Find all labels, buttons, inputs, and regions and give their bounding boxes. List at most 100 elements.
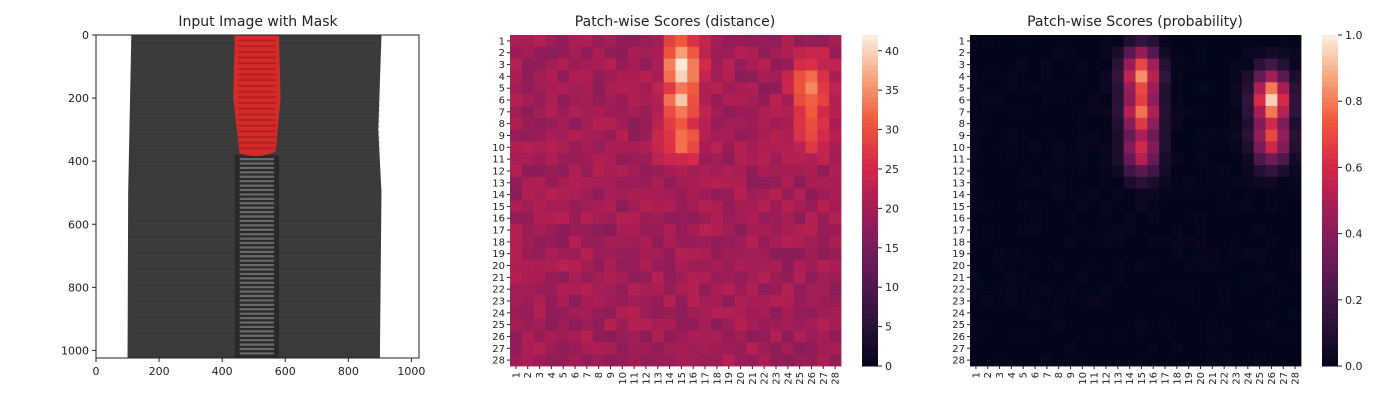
- heatmap-cell: [510, 46, 523, 60]
- x-tick-label: 17: [701, 372, 712, 385]
- heatmap-cell: [1170, 271, 1184, 284]
- y-tick-label: 4: [959, 72, 965, 83]
- heatmap-cell: [1253, 295, 1266, 308]
- heatmap-cell: [981, 176, 995, 190]
- heatmap-cell: [781, 58, 795, 71]
- colorbar-segment: [1322, 143, 1338, 150]
- heatmap-cell: [687, 330, 700, 343]
- heatmap-cell: [1194, 235, 1207, 249]
- heatmap-cell: [675, 141, 688, 154]
- heatmap-cell: [770, 235, 783, 249]
- heatmap-cell: [758, 295, 771, 308]
- heatmap-cell: [829, 271, 842, 284]
- heatmap-cell: [1277, 200, 1290, 213]
- heatmap-cell: [521, 105, 535, 119]
- heatmap-cell: [1194, 318, 1207, 331]
- heatmap-cell: [805, 283, 818, 296]
- heatmap-cell: [1052, 35, 1065, 48]
- heatmap-cell: [1218, 70, 1231, 83]
- heatmap-cell: [651, 306, 665, 320]
- heatmap-cell: [616, 271, 629, 284]
- colorbar-segment: [862, 112, 878, 119]
- y-tick-label: 13: [492, 178, 505, 189]
- heatmap-cell: [521, 46, 535, 60]
- heatmap-cell: [734, 35, 747, 48]
- heatmap-cell: [1159, 129, 1172, 142]
- anomaly-mask-overlay: [233, 35, 281, 157]
- heatmap-cell: [1230, 129, 1243, 142]
- colorbar-segment: [862, 169, 878, 176]
- heatmap-cell: [793, 342, 806, 355]
- colorbar-segment: [1322, 148, 1338, 155]
- heatmap-cell: [675, 35, 688, 48]
- heatmap-cell: [1005, 259, 1018, 272]
- heatmap-cell: [1230, 70, 1243, 83]
- heatmap-cell: [533, 117, 546, 130]
- x-tick-label: 21: [748, 372, 759, 385]
- heatmap-cell: [981, 354, 995, 367]
- heatmap-cell: [1088, 247, 1101, 261]
- zipper-tooth: [239, 330, 275, 333]
- x-tick-label: 600: [275, 365, 296, 378]
- heatmap-cell: [510, 224, 523, 237]
- heatmap-cell: [663, 224, 676, 237]
- heatmap-cell: [510, 176, 523, 190]
- heatmap-cell: [1088, 165, 1101, 178]
- heatmap-cell: [805, 188, 818, 201]
- heatmap-cell: [1076, 212, 1089, 225]
- colorbar-segment: [1322, 153, 1338, 160]
- heatmap-cell: [829, 342, 842, 355]
- heatmap-cell: [580, 94, 594, 107]
- colorbar-segment: [862, 159, 878, 165]
- colorbar-segment: [1322, 200, 1338, 207]
- heatmap-cell: [1265, 295, 1278, 308]
- heatmap-cell: [1206, 94, 1219, 107]
- heatmap-cell: [1289, 200, 1302, 213]
- heatmap-cell: [1218, 224, 1231, 237]
- heatmap-cell: [1159, 283, 1172, 296]
- y-tick-label: 8: [499, 119, 505, 130]
- heatmap-cell: [1088, 235, 1101, 249]
- heatmap-cell: [993, 306, 1006, 320]
- heatmap-cell: [640, 188, 653, 201]
- heatmap-cell: [1040, 129, 1054, 142]
- heatmap-cell: [1005, 58, 1018, 71]
- heatmap-cell: [1182, 70, 1196, 83]
- heatmap-cell: [510, 342, 523, 355]
- heatmap-cell: [1017, 212, 1030, 225]
- colorbar-segment: [862, 236, 878, 243]
- y-tick-label: 21: [952, 273, 965, 284]
- heatmap-cell: [557, 224, 570, 237]
- mask-texture-line: [237, 90, 276, 93]
- heatmap-cell: [651, 295, 665, 308]
- heatmap-cell: [1265, 354, 1278, 367]
- heatmap-cell: [1017, 188, 1030, 201]
- heatmap-cell: [675, 224, 688, 237]
- heatmap-cell: [557, 105, 570, 119]
- heatmap-cell: [1218, 318, 1231, 331]
- heatmap-cell: [710, 82, 724, 95]
- heatmap-cell: [734, 82, 747, 95]
- heatmap-cell: [1147, 318, 1160, 331]
- heatmap-cell: [580, 105, 594, 119]
- y-tick-label: 2: [959, 48, 965, 59]
- heatmap-cell: [1230, 82, 1243, 95]
- heatmap-cell: [592, 117, 605, 130]
- heatmap-cell: [580, 117, 594, 130]
- heatmap-cell: [1088, 58, 1101, 71]
- colorbar-segment: [1322, 66, 1338, 72]
- heatmap-cell: [1159, 58, 1172, 71]
- heatmap-cell: [1218, 46, 1231, 60]
- heatmap-cell: [1182, 330, 1196, 343]
- heatmap-cell: [1265, 188, 1278, 201]
- heatmap-cell: [628, 188, 641, 201]
- heatmap-cell: [1230, 318, 1243, 331]
- heatmap-cell: [710, 318, 724, 331]
- heatmap-cell: [1230, 247, 1243, 261]
- heatmap-cell: [1123, 212, 1136, 225]
- colorbar-segment: [862, 35, 878, 41]
- heatmap-cell: [1230, 141, 1243, 154]
- colorbar-tick-label: 0.2: [1345, 294, 1363, 307]
- heatmap-cell: [687, 58, 700, 71]
- heatmap-cell: [805, 46, 818, 60]
